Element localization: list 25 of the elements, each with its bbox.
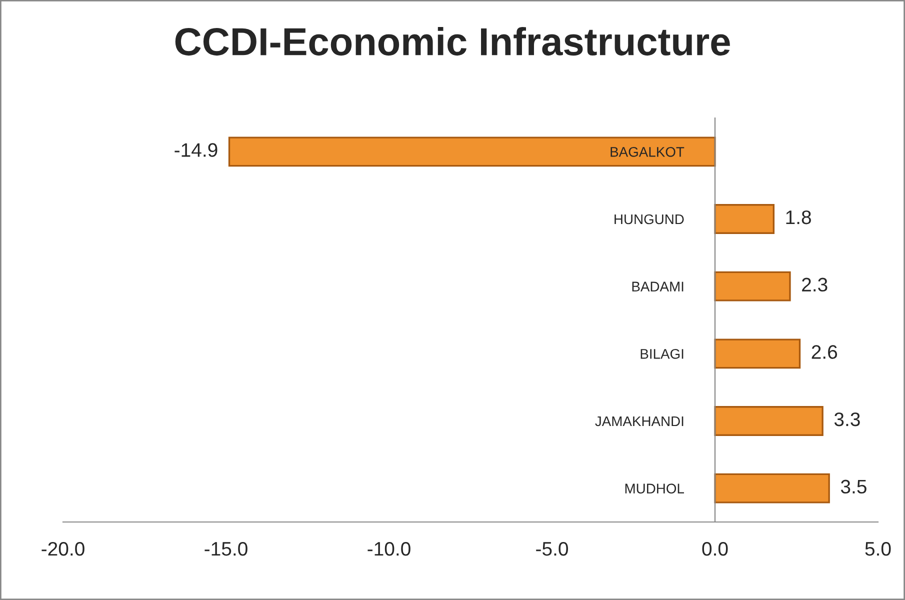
chart-title: CCDI-Economic Infrastructure [175,27,730,56]
x-tick-label: -10.0 [368,542,410,556]
data-label: 2.3 [802,278,828,292]
bar [228,136,716,167]
data-label: 3.3 [834,412,860,426]
bar [714,406,824,436]
y-tick-label: JAMAKHANDI [595,416,684,426]
bar [714,204,775,234]
bar [714,473,830,504]
y-tick-label: BILAGI [640,349,684,359]
x-tick-label: -15.0 [204,542,248,556]
y-tick-label: BADAMI [632,282,684,292]
data-label: -14.9 [174,143,218,157]
y-tick-label: BAGALKOT [610,147,684,157]
y-tick-label: HUNGUND [614,214,684,224]
x-tick-label: -20.0 [42,542,84,556]
y-tick-label: MUDHOL [625,484,684,494]
data-label: 3.5 [840,480,866,494]
x-tick-label: 5.0 [865,542,891,556]
data-label: 1.8 [786,210,811,224]
x-tick-label: 0.0 [702,542,728,556]
bar [714,338,801,369]
data-label: 2.6 [812,345,838,359]
x-tick-label: -5.0 [536,542,568,556]
bar [714,271,791,302]
